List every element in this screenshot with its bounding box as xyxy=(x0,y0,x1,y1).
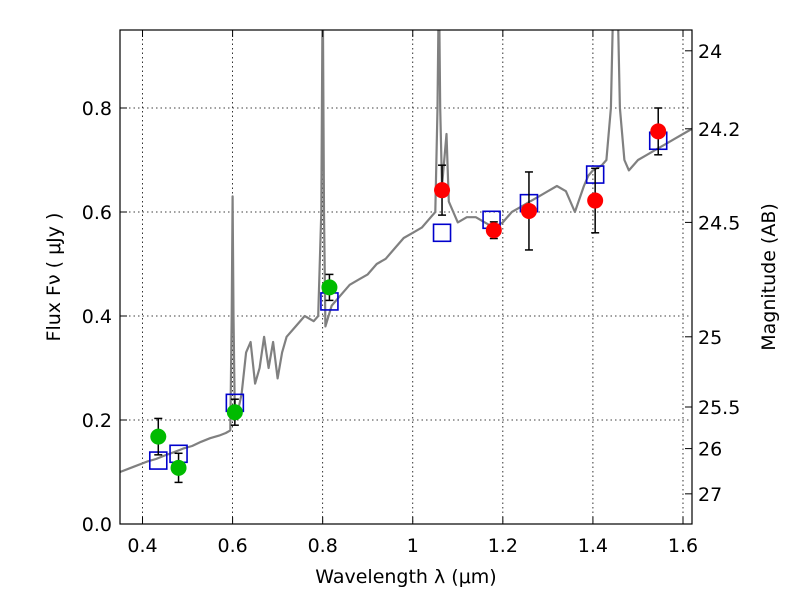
right-tick-label: 25.5 xyxy=(698,397,740,419)
right-tick-label: 25 xyxy=(698,327,722,349)
plot-background xyxy=(120,30,692,524)
plot-frame xyxy=(119,29,693,525)
x-tick-label: 1.4 xyxy=(578,535,608,557)
right-tick-label: 27 xyxy=(698,484,722,506)
right-tick-label: 24.2 xyxy=(698,119,740,141)
data-point xyxy=(434,182,451,199)
model-square-marker xyxy=(432,223,452,243)
data-point xyxy=(485,222,502,239)
right-tick-label: 26 xyxy=(698,439,722,461)
x-tick-label: 0.6 xyxy=(217,535,247,557)
y-tick-label: 0.4 xyxy=(82,306,112,328)
data-point xyxy=(520,202,537,219)
x-tick-label: 1.6 xyxy=(668,535,698,557)
data-point xyxy=(150,428,167,445)
data-point xyxy=(226,404,243,421)
plot-area xyxy=(120,30,692,484)
spectrum-line xyxy=(120,30,692,474)
y-tick-label: 0.0 xyxy=(82,514,112,536)
y-axis-right-title: Magnitude (AB) xyxy=(758,203,780,351)
x-tick-label: 1 xyxy=(407,535,419,557)
y-tick-label: 0.8 xyxy=(82,98,112,120)
y-tick-label: 0.2 xyxy=(82,410,112,432)
y-axis-title: Flux Fν ( μJy ) xyxy=(43,213,65,342)
x-axis-title: Wavelength λ (μm) xyxy=(315,566,496,588)
y-tick-label: 0.6 xyxy=(82,202,112,224)
data-point xyxy=(321,279,338,296)
data-point xyxy=(170,459,187,476)
data-point xyxy=(650,123,667,140)
x-tick-label: 1.2 xyxy=(488,535,518,557)
x-tick-label: 0.4 xyxy=(127,535,157,557)
right-tick-label: 24.5 xyxy=(698,212,740,234)
data-point xyxy=(587,192,604,209)
right-tick-label: 24 xyxy=(698,41,722,63)
x-tick-label: 0.8 xyxy=(308,535,338,557)
ticks: 0.4 0.6 0.8 1 1.2 1.4 1.6 0.0 0.2 0.4 0.6 0.8 24 24.2… xyxy=(82,30,740,557)
